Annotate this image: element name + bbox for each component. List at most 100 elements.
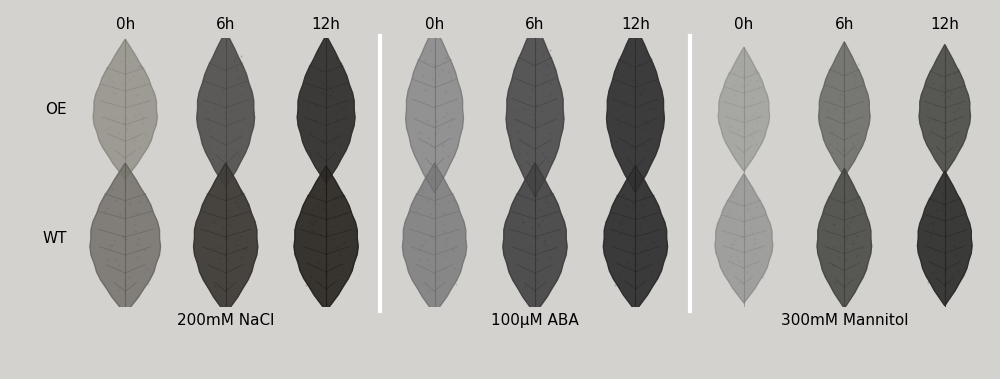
Point (833, 72, 849, 78)
Point (721, 124, 737, 130)
Point (946, 115, 962, 121)
Text: 300mM Mannitol: 300mM Mannitol (781, 313, 908, 328)
Polygon shape (715, 174, 773, 303)
Point (210, 145, 226, 151)
Point (431, 201, 447, 207)
Point (726, 81, 742, 88)
Point (740, 206, 756, 212)
Point (434, 210, 450, 216)
Point (637, 109, 653, 115)
Point (315, 139, 331, 145)
Point (115, 119, 131, 125)
Point (214, 88, 230, 94)
Point (446, 265, 462, 271)
Point (529, 235, 545, 241)
Point (632, 91, 648, 97)
Point (415, 242, 431, 248)
Point (948, 117, 964, 124)
Point (443, 115, 459, 121)
Point (745, 214, 761, 220)
Point (515, 219, 531, 226)
Point (527, 235, 543, 241)
Point (729, 253, 745, 259)
Point (748, 204, 764, 210)
Point (537, 155, 553, 161)
Point (611, 232, 627, 238)
Point (109, 115, 125, 121)
Point (831, 254, 847, 260)
Point (121, 274, 137, 280)
Point (213, 67, 229, 73)
Point (428, 130, 444, 136)
Text: OE: OE (45, 102, 67, 117)
Point (845, 202, 861, 208)
Point (113, 58, 129, 64)
Point (638, 118, 654, 124)
Point (411, 257, 427, 263)
Point (923, 145, 939, 151)
Point (821, 123, 837, 129)
Point (129, 92, 145, 98)
Point (303, 273, 319, 279)
Point (540, 204, 556, 210)
Point (943, 205, 959, 211)
Point (749, 119, 765, 125)
Point (416, 57, 432, 63)
Point (614, 72, 630, 78)
Point (739, 269, 755, 275)
Point (822, 141, 838, 147)
Point (534, 218, 550, 224)
Point (309, 203, 325, 209)
Point (611, 219, 627, 225)
Point (205, 245, 221, 251)
Text: WT: WT (42, 231, 67, 246)
Point (640, 147, 656, 153)
Point (617, 119, 633, 125)
Point (725, 193, 741, 199)
Point (106, 237, 122, 243)
Point (631, 61, 647, 67)
Point (312, 232, 328, 238)
Point (845, 215, 861, 221)
Point (835, 147, 851, 153)
Point (122, 201, 138, 207)
Point (840, 224, 856, 230)
Point (538, 154, 554, 160)
Point (317, 128, 333, 135)
Point (748, 141, 764, 147)
Point (739, 121, 755, 127)
Point (299, 106, 315, 112)
Point (410, 130, 426, 136)
Text: 6h: 6h (835, 17, 854, 32)
Point (522, 244, 538, 250)
Point (635, 202, 651, 208)
Polygon shape (402, 163, 467, 314)
Point (336, 239, 352, 245)
Point (517, 283, 533, 289)
Point (523, 62, 539, 68)
Point (437, 241, 453, 247)
Point (301, 119, 317, 125)
Point (723, 123, 739, 129)
Point (509, 108, 525, 114)
Point (746, 235, 762, 241)
Point (232, 254, 248, 260)
Point (526, 111, 542, 117)
Point (115, 234, 131, 240)
Point (945, 197, 961, 203)
Point (538, 213, 554, 219)
Point (613, 221, 629, 227)
Point (226, 57, 242, 63)
Point (838, 235, 854, 241)
Point (201, 125, 217, 132)
Point (641, 252, 657, 258)
Point (426, 61, 442, 67)
Point (941, 95, 957, 101)
Point (937, 279, 953, 285)
Point (938, 231, 954, 237)
Polygon shape (718, 47, 770, 171)
Point (228, 237, 244, 243)
Point (926, 219, 942, 225)
Point (219, 257, 235, 263)
Point (751, 83, 767, 89)
